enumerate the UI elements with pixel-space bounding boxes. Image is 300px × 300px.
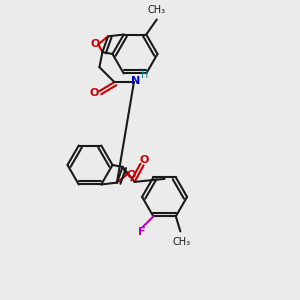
Text: H: H <box>141 70 148 80</box>
Text: O: O <box>90 39 99 49</box>
Text: CH₃: CH₃ <box>148 5 166 15</box>
Text: F: F <box>138 227 145 237</box>
Text: N: N <box>131 76 140 85</box>
Text: O: O <box>140 155 149 165</box>
Text: O: O <box>89 88 99 98</box>
Text: CH₃: CH₃ <box>173 237 191 247</box>
Text: O: O <box>127 170 136 180</box>
